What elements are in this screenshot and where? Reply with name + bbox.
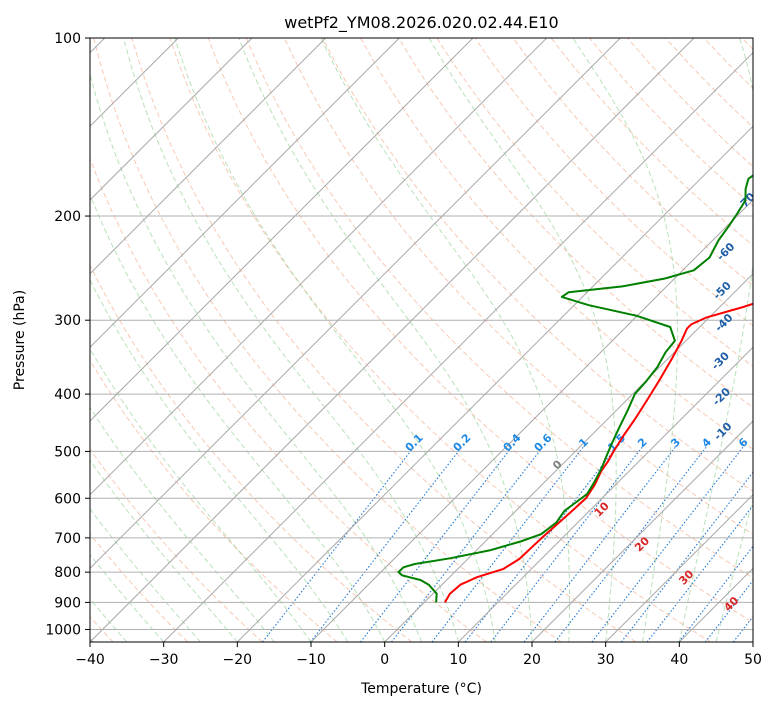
isotherm-line — [236, 125, 753, 642]
dry-adiabat — [90, 359, 338, 642]
moist-adiabat — [428, 38, 617, 642]
x-tick-label: 40 — [670, 652, 688, 668]
chart-title: wetPf2_YM08.2026.020.02.44.E10 — [284, 13, 558, 33]
dry-adiabat — [93, 38, 562, 642]
x-axis-ticks: −40 −30 −20 −10 0 10 20 30 40 50 — [75, 642, 762, 668]
mixing-ratio-line — [704, 579, 753, 642]
isobars — [90, 38, 753, 630]
isotherm-line — [90, 38, 548, 496]
mixing-ratio-line — [490, 446, 643, 642]
x-tick-label: −20 — [223, 652, 253, 668]
y-tick-label: 600 — [54, 491, 81, 507]
mixing-ratio-line — [554, 446, 707, 642]
x-tick-label: 20 — [523, 652, 541, 668]
isotherm-line — [90, 38, 621, 570]
moist-adiabat — [678, 38, 753, 642]
isotherm-line — [90, 38, 695, 642]
y-tick-label: 900 — [54, 595, 81, 611]
x-tick-label: 30 — [597, 652, 615, 668]
dry-adiabat — [245, 38, 753, 579]
mixing-ratio-line — [261, 446, 415, 642]
mixing-ratio-line — [523, 446, 676, 642]
moist-adiabat — [90, 459, 238, 642]
mixing-ratio-line — [431, 446, 584, 642]
isotherm-line — [384, 272, 753, 642]
dry-adiabat — [322, 38, 753, 492]
dry-adiabat — [398, 38, 753, 409]
x-tick-label: −40 — [75, 652, 105, 668]
x-tick-label: −10 — [296, 652, 326, 668]
y-axis-label: Pressure (hPa) — [12, 290, 28, 390]
y-tick-label: 400 — [54, 387, 81, 403]
mixing-ratio-line — [646, 504, 753, 642]
profile-series — [397, 174, 753, 603]
y-tick-label: 500 — [54, 444, 81, 460]
moist-adiabat — [572, 38, 678, 642]
x-tick-label: 50 — [744, 652, 762, 668]
mixing-ratio-line — [359, 446, 513, 642]
moist-adiabat — [90, 278, 349, 642]
isotherm-line — [90, 38, 474, 422]
isotherm-line — [90, 38, 327, 275]
mixing-ratio-line — [591, 446, 744, 642]
dry-adiabat — [512, 38, 753, 286]
y-tick-label: 1000 — [45, 622, 81, 638]
y-tick-label: 800 — [54, 565, 81, 581]
isotherm-line — [163, 51, 753, 642]
isotherm-line — [90, 38, 400, 349]
moist-adiabat — [174, 38, 496, 642]
isotherm-line — [457, 346, 753, 642]
y-tick-label: 100 — [54, 31, 81, 47]
dry-adiabat — [283, 38, 753, 535]
dry-adiabat — [90, 533, 189, 642]
moist-adiabats — [90, 38, 753, 642]
x-tick-label: −30 — [149, 652, 179, 668]
isotherm-line — [90, 38, 253, 201]
y-tick-label: 300 — [54, 313, 81, 329]
mixing-ratio-line — [620, 471, 753, 642]
plot-frame — [89, 37, 754, 643]
moist-adiabat — [238, 38, 533, 642]
mixing-ratio-line — [309, 446, 462, 642]
isotherms — [90, 38, 753, 642]
dry-adiabat — [90, 156, 487, 642]
y-tick-label: 200 — [54, 209, 81, 225]
moist-adiabat — [123, 38, 459, 642]
y-tick-label: 700 — [54, 531, 81, 547]
x-tick-label: 10 — [449, 652, 467, 668]
moist-adiabat — [715, 497, 753, 642]
moist-adiabat — [90, 72, 422, 642]
moist-adiabat — [320, 38, 570, 642]
temperature-line — [444, 302, 753, 603]
isotherm-line — [310, 199, 753, 642]
dry-adiabat — [360, 38, 753, 450]
dry-adiabat — [207, 38, 753, 624]
isotherm-line — [605, 493, 753, 642]
x-axis-label: Temperature (°C) — [360, 681, 482, 697]
dry-adiabat — [90, 448, 263, 642]
mixing-ratio-line — [678, 545, 753, 642]
moist-adiabat — [90, 406, 275, 642]
isotherm-line — [531, 420, 753, 642]
moist-adiabat — [90, 193, 386, 642]
x-tick-label: 0 — [380, 652, 389, 668]
dewpoint-line — [397, 174, 753, 603]
dry-adiabat — [169, 38, 711, 642]
y-axis-ticks: 100 200 300 400 500 600 700 800 900 1000 — [45, 31, 90, 638]
plot-area: -100-90-80-70-60-50-40-30-20-100.10.20.4… — [90, 38, 773, 642]
isotherm-label: -80 — [750, 148, 773, 171]
